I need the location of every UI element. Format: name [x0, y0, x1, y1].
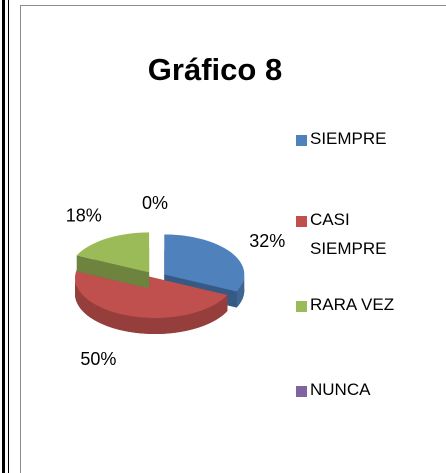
chart-border — [20, 5, 446, 473]
legend-label: RARA VEZ — [310, 295, 395, 314]
slice-top — [76, 232, 150, 273]
legend-swatch — [296, 216, 307, 227]
slice-side — [75, 278, 228, 334]
legend-item: CASI SIEMPRE — [296, 210, 390, 263]
frame-left — [2, 0, 5, 473]
legend-label: NUNCA — [310, 380, 371, 399]
slice-top — [164, 234, 245, 292]
data-label: 18% — [66, 206, 102, 226]
data-label: 50% — [80, 349, 116, 369]
slice — [76, 232, 150, 289]
slice-side — [236, 274, 245, 308]
legend-label: CASI SIEMPRE — [310, 210, 387, 258]
data-label: 32% — [249, 231, 285, 251]
frame-left-inner — [8, 0, 9, 473]
legend-swatch — [296, 386, 307, 397]
pie — [75, 232, 245, 334]
legend-item: NUNCA — [296, 380, 370, 404]
legend-swatch — [296, 301, 307, 312]
data-label: 0% — [142, 193, 168, 213]
legend-item: SIEMPRE — [296, 129, 387, 153]
legend-swatch — [296, 135, 307, 146]
legend-item: RARA VEZ — [296, 295, 394, 319]
legend: SIEMPRE CASI SIEMPRE RARA VEZ NUNCA — [296, 0, 446, 473]
slice-cut — [76, 255, 150, 289]
legend-label: SIEMPRE — [310, 129, 387, 148]
chart-title: Gráfico 8 — [148, 52, 282, 87]
